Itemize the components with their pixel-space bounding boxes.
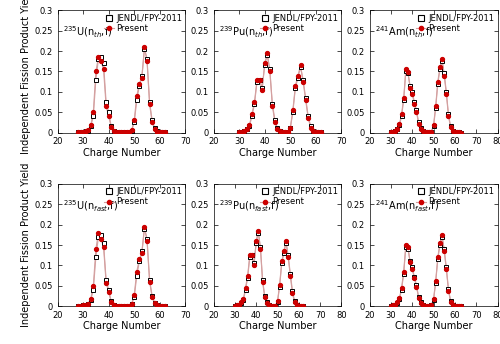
Y-axis label: Independent Fission Product Yield: Independent Fission Product Yield	[22, 163, 32, 327]
Text: $^{239}$Pu(n$_{fast}$,f): $^{239}$Pu(n$_{fast}$,f)	[218, 198, 279, 214]
Legend: JENDL/FPY-2011, Present: JENDL/FPY-2011, Present	[258, 185, 340, 208]
Text: $^{235}$U(n$_{th}$,f): $^{235}$U(n$_{th}$,f)	[62, 25, 112, 40]
Y-axis label: Independent Fission Product Yield: Independent Fission Product Yield	[22, 0, 32, 154]
Legend: JENDL/FPY-2011, Present: JENDL/FPY-2011, Present	[414, 185, 496, 208]
Legend: JENDL/FPY-2011, Present: JENDL/FPY-2011, Present	[102, 185, 184, 208]
Text: $^{239}$Pu(n$_{th}$,f): $^{239}$Pu(n$_{th}$,f)	[218, 25, 273, 40]
X-axis label: Charge Number: Charge Number	[395, 321, 472, 331]
Legend: JENDL/FPY-2011, Present: JENDL/FPY-2011, Present	[414, 12, 496, 34]
X-axis label: Charge Number: Charge Number	[239, 148, 316, 158]
Text: $^{235}$U(n$_{fast}$,f): $^{235}$U(n$_{fast}$,f)	[62, 198, 118, 214]
X-axis label: Charge Number: Charge Number	[82, 321, 160, 331]
Legend: JENDL/FPY-2011, Present: JENDL/FPY-2011, Present	[102, 12, 184, 34]
X-axis label: Charge Number: Charge Number	[239, 321, 316, 331]
Text: $^{241}$Am(n$_{th}$,f): $^{241}$Am(n$_{th}$,f)	[374, 25, 433, 40]
Text: $^{241}$Am(n$_{fast}$,f): $^{241}$Am(n$_{fast}$,f)	[374, 198, 439, 214]
Legend: JENDL/FPY-2011, Present: JENDL/FPY-2011, Present	[258, 12, 340, 34]
X-axis label: Charge Number: Charge Number	[395, 148, 472, 158]
X-axis label: Charge Number: Charge Number	[82, 148, 160, 158]
